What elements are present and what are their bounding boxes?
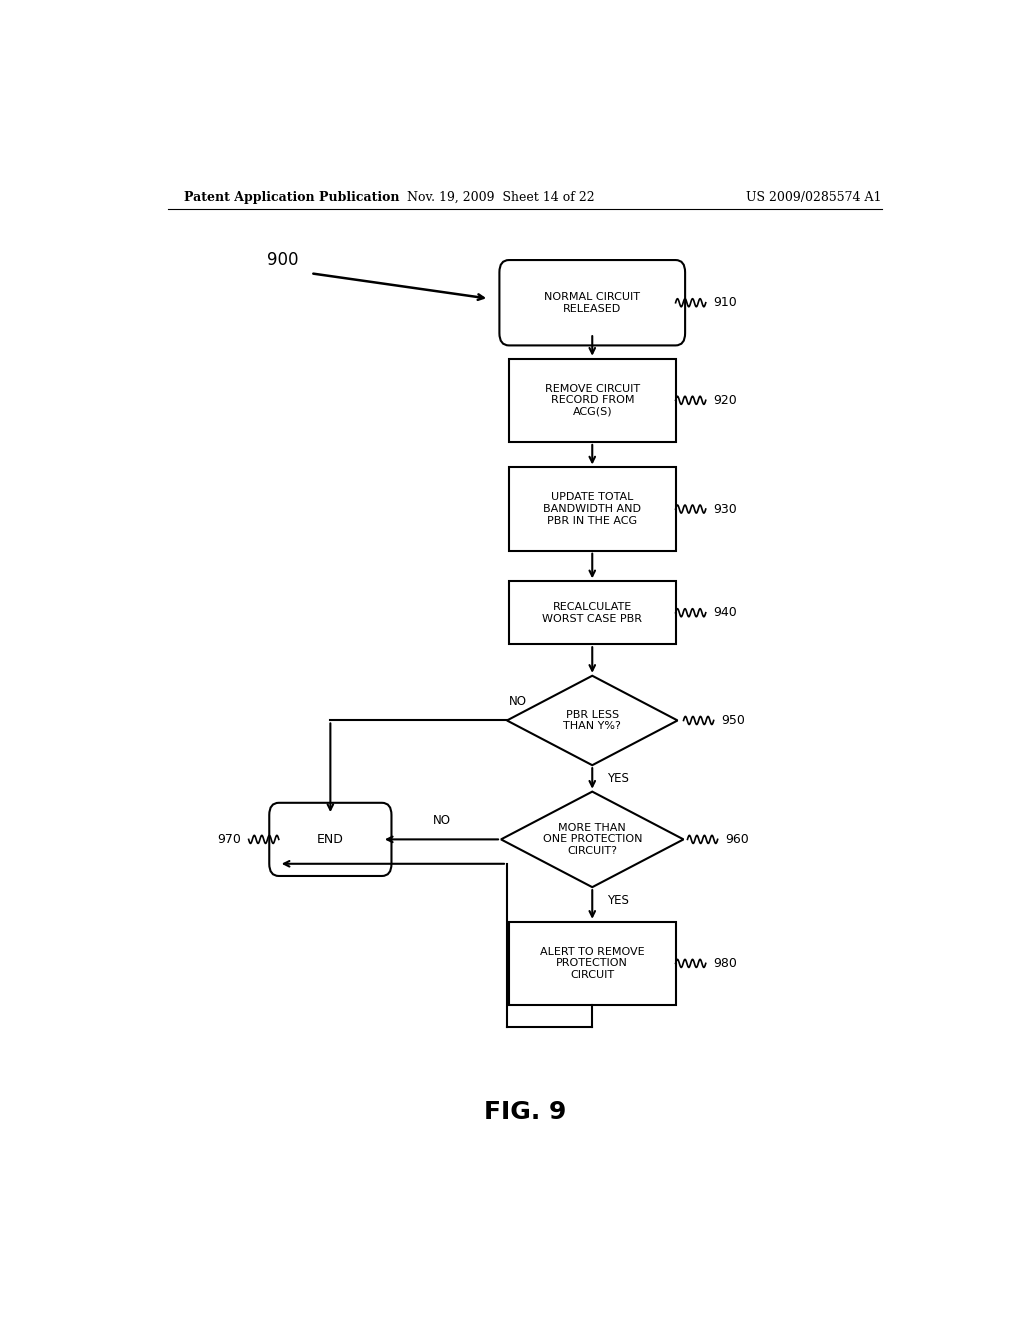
Polygon shape [507,676,678,766]
Text: RECALCULATE
WORST CASE PBR: RECALCULATE WORST CASE PBR [543,602,642,623]
FancyBboxPatch shape [269,803,391,876]
Text: 970: 970 [217,833,241,846]
FancyBboxPatch shape [500,260,685,346]
Text: 910: 910 [714,296,737,309]
Text: NO: NO [432,814,451,828]
Text: US 2009/0285574 A1: US 2009/0285574 A1 [746,190,882,203]
Text: Patent Application Publication: Patent Application Publication [183,190,399,203]
Bar [509,467,676,550]
Bar [509,359,676,442]
Bar [509,921,676,1005]
Text: YES: YES [606,772,629,785]
Bar [509,581,676,644]
Text: 960: 960 [726,833,750,846]
Text: PBR LESS
THAN Y%?: PBR LESS THAN Y%? [563,710,622,731]
Text: 950: 950 [722,714,745,727]
Text: ALERT TO REMOVE
PROTECTION
CIRCUIT: ALERT TO REMOVE PROTECTION CIRCUIT [540,946,644,979]
Text: NO: NO [509,696,527,709]
Text: 930: 930 [714,503,737,516]
Text: 940: 940 [714,606,737,619]
Text: END: END [317,833,344,846]
Text: FIG. 9: FIG. 9 [483,1100,566,1123]
Text: 920: 920 [714,393,737,407]
Text: UPDATE TOTAL
BANDWIDTH AND
PBR IN THE ACG: UPDATE TOTAL BANDWIDTH AND PBR IN THE AC… [544,492,641,525]
Polygon shape [501,792,684,887]
Text: MORE THAN
ONE PROTECTION
CIRCUIT?: MORE THAN ONE PROTECTION CIRCUIT? [543,822,642,855]
Text: 900: 900 [267,251,299,269]
Text: Nov. 19, 2009  Sheet 14 of 22: Nov. 19, 2009 Sheet 14 of 22 [408,190,595,203]
Text: 980: 980 [714,957,737,970]
Text: REMOVE CIRCUIT
RECORD FROM
ACG(S): REMOVE CIRCUIT RECORD FROM ACG(S) [545,384,640,417]
Text: NORMAL CIRCUIT
RELEASED: NORMAL CIRCUIT RELEASED [545,292,640,314]
Text: YES: YES [606,894,629,907]
